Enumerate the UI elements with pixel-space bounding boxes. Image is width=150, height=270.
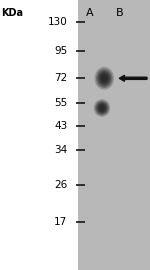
Ellipse shape [96,69,112,88]
Text: B: B [116,8,124,18]
Ellipse shape [94,67,114,90]
Ellipse shape [95,100,109,116]
Ellipse shape [100,106,104,110]
Text: KDa: KDa [2,8,24,18]
Ellipse shape [98,103,106,113]
Ellipse shape [102,75,107,81]
Ellipse shape [94,99,110,117]
Ellipse shape [100,74,108,83]
Text: 55: 55 [54,98,68,108]
Text: 72: 72 [54,73,68,83]
Text: 95: 95 [54,46,68,56]
Ellipse shape [98,70,111,86]
Text: 26: 26 [54,180,68,190]
Text: 17: 17 [54,217,68,227]
Ellipse shape [103,77,106,80]
Text: A: A [86,8,94,18]
Ellipse shape [99,104,105,112]
Ellipse shape [96,102,108,114]
Text: 43: 43 [54,120,68,131]
Ellipse shape [99,72,110,85]
Text: 130: 130 [48,17,68,27]
FancyArrow shape [119,75,147,81]
Text: 34: 34 [54,145,68,156]
Ellipse shape [101,107,103,109]
Bar [78,0,150,270]
